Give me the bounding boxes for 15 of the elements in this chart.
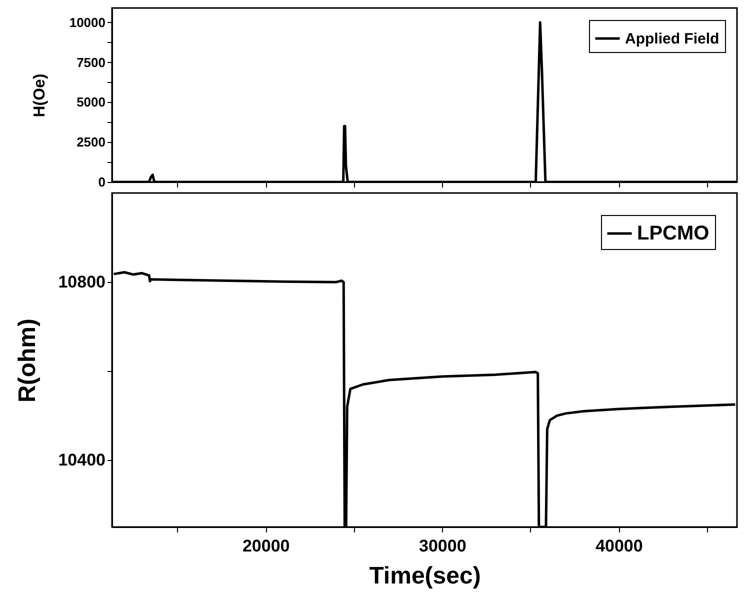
x-tick-label: 20000 bbox=[242, 536, 290, 556]
legend-label: Applied Field bbox=[625, 30, 720, 48]
y-tick-label: 0 bbox=[98, 174, 106, 190]
y-axis-title: R(ohm) bbox=[14, 318, 42, 402]
x-tick-label: 30000 bbox=[419, 536, 466, 556]
x-axis-title: Time(sec) bbox=[369, 562, 481, 590]
legend-label: LPCMO bbox=[637, 222, 710, 244]
x-tick-label: 40000 bbox=[596, 536, 643, 556]
y-tick-label: 7500 bbox=[76, 54, 106, 70]
y-axis-title: H(Oe) bbox=[31, 74, 48, 118]
y-tick-label: 10800 bbox=[58, 272, 106, 292]
y-tick-label: 2500 bbox=[76, 134, 106, 150]
y-tick-label: 10400 bbox=[58, 450, 106, 470]
y-tick-label: 10000 bbox=[69, 14, 106, 30]
y-tick-label: 5000 bbox=[76, 94, 106, 110]
